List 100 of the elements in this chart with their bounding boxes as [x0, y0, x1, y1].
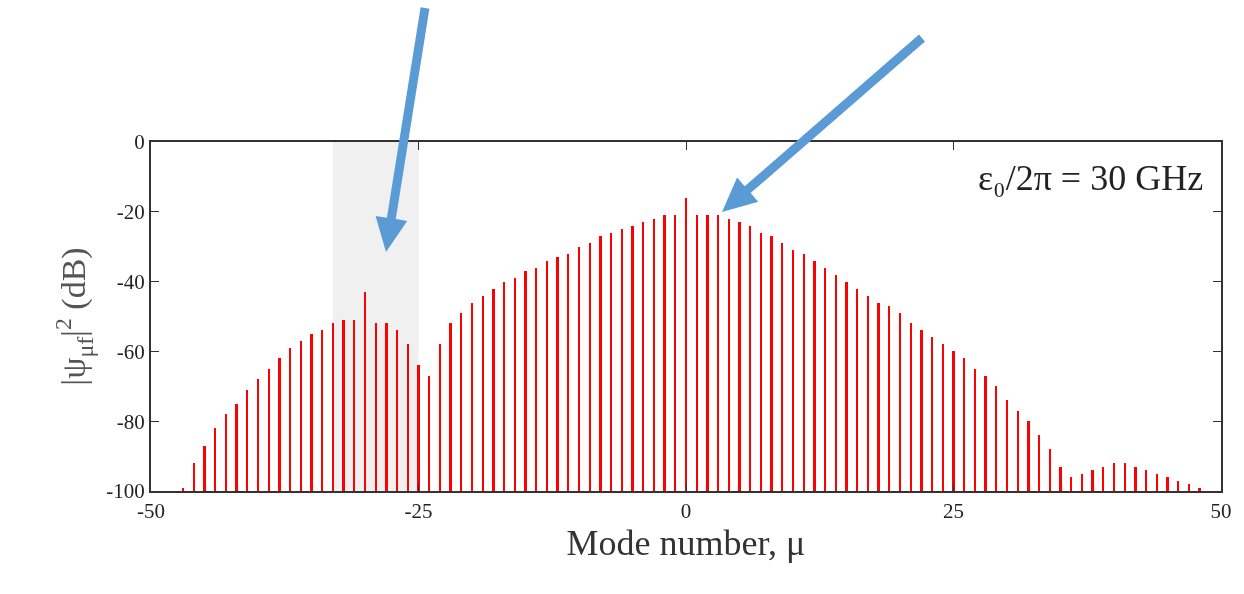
bar — [1081, 474, 1083, 491]
bar — [225, 414, 227, 491]
bar — [1134, 467, 1137, 491]
x-tick-label: 0 — [680, 499, 692, 524]
bar — [952, 351, 955, 491]
bar — [364, 292, 366, 491]
bar — [342, 320, 345, 491]
bar — [995, 386, 997, 491]
annotation: ε₀/2π = 30 GHz — [978, 158, 1204, 198]
bar — [417, 365, 420, 491]
bar — [631, 226, 634, 491]
bar — [1070, 477, 1072, 491]
bar — [877, 303, 880, 491]
bar — [353, 320, 355, 491]
bar — [407, 344, 409, 491]
bar — [963, 358, 965, 491]
bar — [792, 250, 794, 491]
bar — [781, 243, 783, 491]
bar — [449, 323, 452, 491]
bar — [888, 306, 890, 491]
bar — [1102, 467, 1104, 491]
bar — [193, 463, 195, 491]
bar — [984, 376, 987, 491]
bar — [1113, 463, 1115, 491]
bar — [235, 404, 238, 491]
y-tick-label: -40 — [116, 269, 145, 294]
bar — [268, 369, 270, 491]
bar — [1038, 435, 1040, 491]
bar — [599, 236, 602, 491]
bar — [621, 229, 623, 491]
x-tick-label: -25 — [404, 499, 433, 524]
bar — [1059, 467, 1062, 491]
bar — [524, 271, 527, 491]
bar — [546, 261, 548, 491]
bar — [321, 330, 323, 491]
bar — [910, 323, 912, 491]
bar — [653, 219, 655, 491]
bar — [396, 330, 398, 491]
bar — [931, 337, 933, 491]
y-tick-label: -20 — [116, 200, 145, 225]
bar — [642, 222, 644, 491]
bar — [310, 334, 313, 491]
bar — [246, 390, 248, 491]
bar — [749, 226, 751, 491]
bar — [589, 243, 591, 491]
x-tick-label: 50 — [1210, 499, 1232, 524]
bar — [567, 254, 569, 491]
bar — [535, 268, 537, 491]
x-tick-label: 25 — [943, 499, 964, 524]
bar — [556, 257, 559, 491]
bar — [332, 323, 334, 491]
bar — [289, 348, 291, 491]
bar — [1188, 484, 1190, 491]
bar — [428, 376, 430, 491]
bar — [835, 275, 837, 491]
bar — [1006, 400, 1008, 491]
bar — [706, 215, 709, 491]
bar — [1156, 474, 1158, 491]
y-tick-label: 0 — [134, 130, 145, 155]
bar — [803, 254, 805, 491]
bar — [920, 330, 923, 491]
bar — [1177, 481, 1179, 491]
y-tick-label: -80 — [116, 409, 145, 434]
bar — [460, 313, 462, 491]
bar — [1049, 449, 1051, 491]
bar — [696, 215, 698, 491]
bar — [760, 233, 762, 491]
bar — [867, 296, 869, 491]
bar — [845, 282, 848, 491]
bar — [974, 369, 976, 491]
bar — [492, 289, 495, 491]
bar — [1166, 477, 1169, 491]
bar — [856, 289, 858, 491]
bar — [257, 379, 259, 491]
bar — [738, 222, 741, 491]
bar — [1027, 421, 1030, 491]
y-tick-label: -60 — [116, 339, 145, 364]
bar — [813, 261, 816, 491]
bar — [439, 344, 441, 491]
bar — [717, 215, 719, 491]
x-axis-title: Mode number, μ — [566, 523, 806, 564]
bar — [203, 446, 206, 491]
bar — [824, 268, 826, 491]
bar — [663, 215, 666, 491]
bar — [482, 296, 484, 491]
bar — [214, 428, 216, 491]
bar — [728, 219, 730, 491]
bar — [770, 236, 773, 491]
bar — [1198, 488, 1201, 491]
bar — [503, 282, 505, 491]
bar — [1017, 411, 1019, 491]
bar — [578, 247, 580, 491]
bar — [942, 344, 944, 491]
bar — [471, 303, 473, 491]
bar — [1091, 470, 1094, 491]
bar — [899, 313, 901, 491]
bar — [300, 341, 302, 491]
bar — [278, 358, 281, 491]
bar — [1124, 463, 1126, 491]
bar — [1145, 470, 1147, 491]
